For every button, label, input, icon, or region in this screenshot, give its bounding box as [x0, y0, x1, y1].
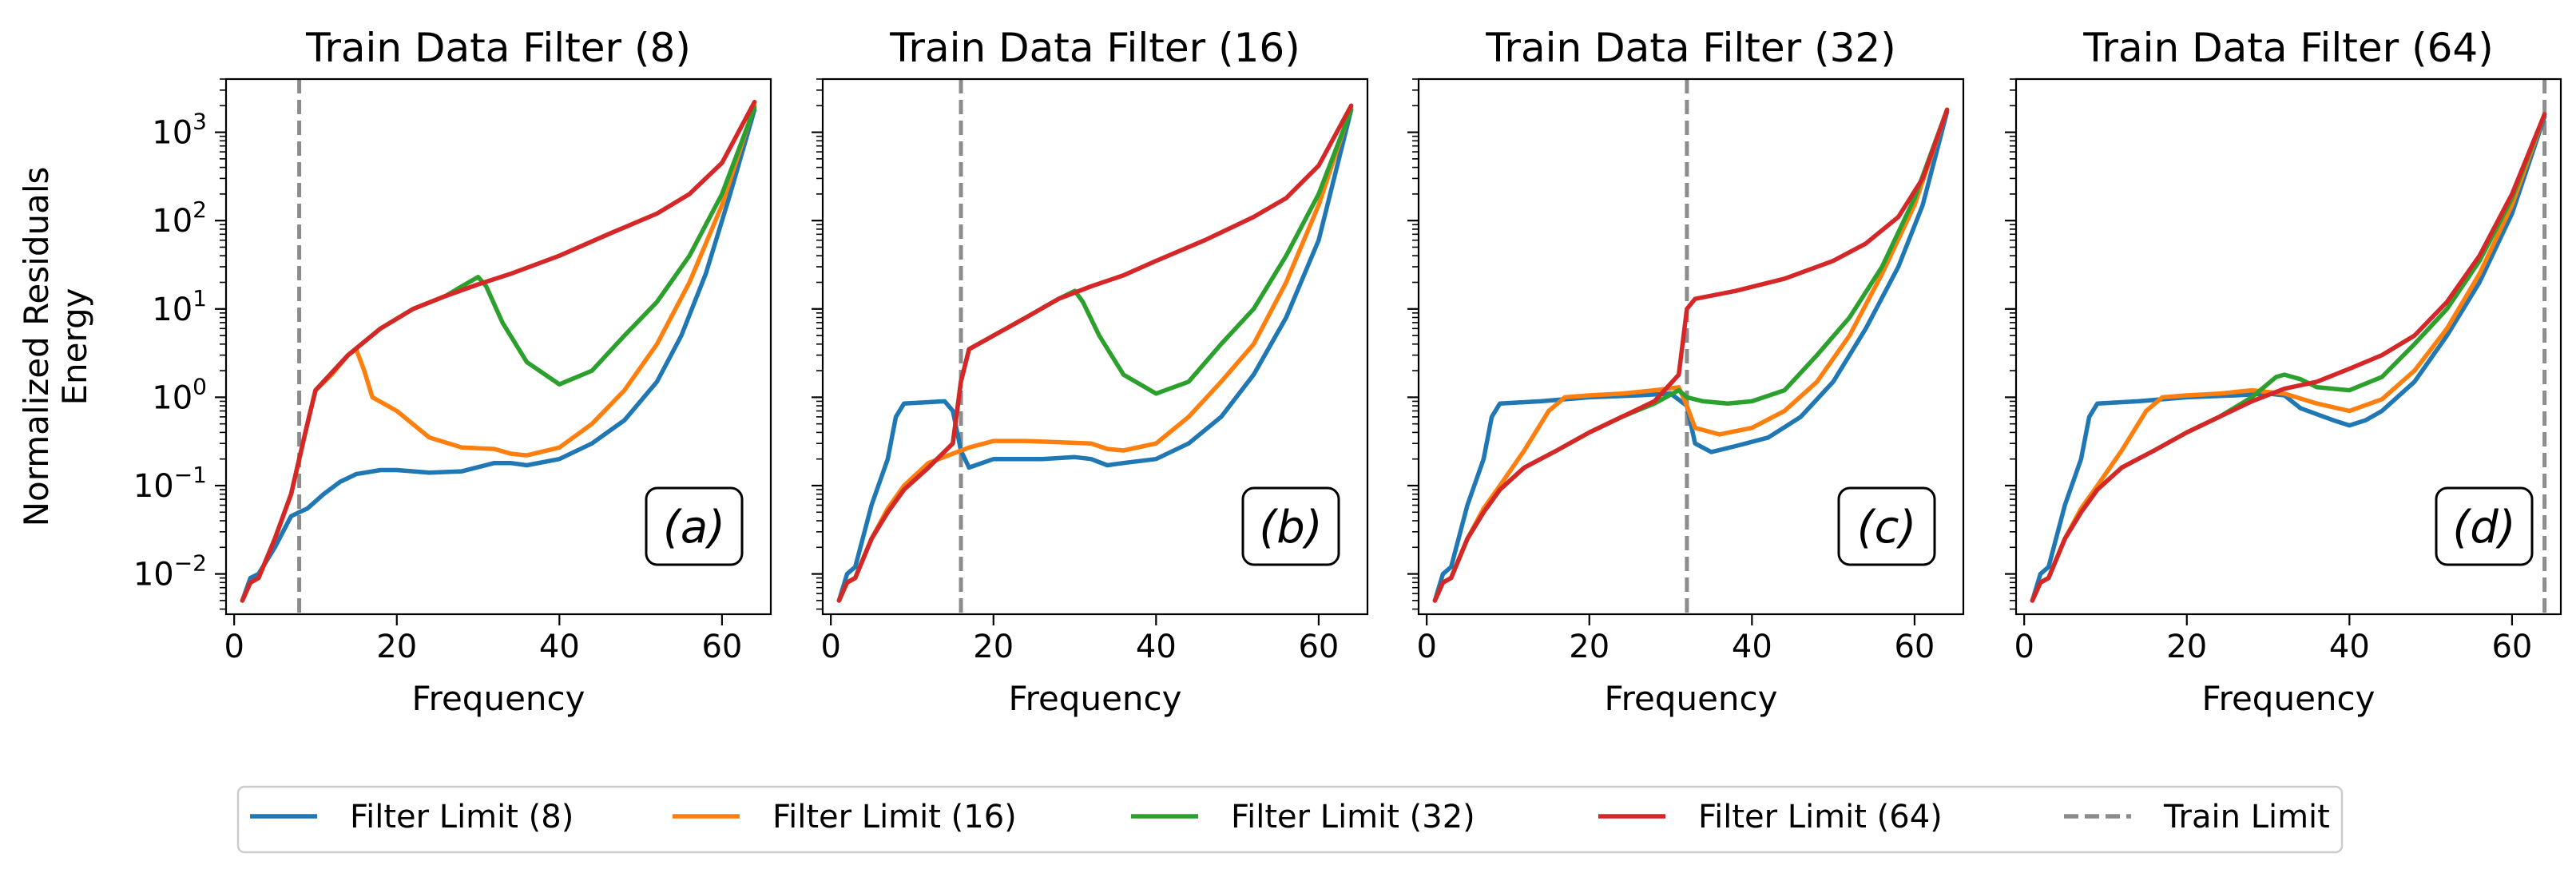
y-tick-label: 103: [152, 109, 207, 152]
panel-title: Train Data Filter (64): [2082, 25, 2494, 71]
series-line-4: [1432, 107, 1950, 603]
legend: Filter Limit (8) Filter Limit (16) Filter …: [236, 785, 2344, 854]
series-line-1: [836, 107, 1354, 603]
panel-label-box: [645, 486, 744, 566]
plot-frame: [2014, 77, 2562, 616]
x-axis-label: Frequency: [1605, 679, 1778, 718]
x-tick-label: 60: [1894, 629, 1935, 665]
x-tick-label: 40: [1136, 629, 1177, 665]
x-tick-label: 60: [2491, 629, 2532, 665]
x-tick-label: 20: [2166, 629, 2207, 665]
panel-title: Train Data Filter (8): [305, 25, 691, 71]
plot-frame: [224, 77, 772, 616]
x-axis-label: Frequency: [1009, 679, 1182, 718]
legend-label-3: Filter Limit (32): [1231, 799, 1475, 835]
panel-label: (c): [1857, 502, 1916, 554]
panel-label: (a): [663, 502, 725, 554]
panel-label-box: [2435, 486, 2534, 566]
chart-panel-1: Train Data Filter (8) 0 20 40 60 Frequency 10−…: [133, 25, 772, 718]
series-line-4: [2030, 112, 2547, 603]
x-tick-label: 0: [2014, 629, 2034, 665]
panel-label-box: [1837, 486, 1936, 566]
panel-title: Train Data Filter (16): [889, 25, 1300, 71]
x-tick-label: 60: [1298, 629, 1339, 665]
chart-panel-3: Train Data Filter (32) 0 20 40 60 Frequency (c…: [1407, 25, 1965, 718]
series-line-1: [240, 107, 757, 603]
x-tick-label: 20: [973, 629, 1014, 665]
x-tick-label: 20: [376, 629, 417, 665]
legend-box: [236, 785, 2344, 854]
y-tick-label: 102: [152, 196, 207, 240]
x-tick-label: 40: [1732, 629, 1772, 665]
legend-label-1: Filter Limit (8): [350, 799, 574, 835]
series-line-4: [240, 99, 757, 603]
panel-label-box: [1241, 486, 1340, 566]
chart-panel-4: Train Data Filter (64) 0 20 40 60 Frequency (d…: [2005, 25, 2562, 718]
legend-label-4: Filter Limit (64): [1698, 799, 1943, 835]
x-tick-label: 40: [539, 629, 580, 665]
y-tick-label: 100: [152, 373, 207, 416]
figure-ylabel-line1: Normalized Residuals: [17, 167, 56, 527]
legend-label-2: Filter Limit (16): [772, 799, 1017, 835]
x-tick-label: 0: [1416, 629, 1436, 665]
panel-label: (b): [1259, 502, 1322, 554]
panel-label: (d): [2452, 502, 2515, 554]
figure-ylabel-line2: Energy: [55, 288, 94, 405]
y-tick-label: 10−1: [133, 462, 207, 505]
y-tick-label: 10−2: [133, 550, 207, 593]
series-line-1: [1432, 109, 1950, 603]
plot-frame: [821, 77, 1369, 616]
panel-title: Train Data Filter (32): [1485, 25, 1896, 71]
y-tick-label: 101: [152, 285, 207, 328]
x-tick-label: 0: [820, 629, 840, 665]
x-axis-label: Frequency: [2202, 679, 2376, 718]
legend-label-5: Train Limit: [2163, 799, 2330, 835]
chart-panel-2: Train Data Filter (16) 0 20 40 60 Frequency (b…: [812, 25, 1369, 718]
plot-frame: [1417, 77, 1965, 616]
x-tick-label: 60: [701, 629, 742, 665]
chart-panels: Train Data Filter (8) 0 20 40 60 Frequency 10−…: [133, 25, 2562, 718]
x-tick-label: 20: [1569, 629, 1610, 665]
x-tick-label: 40: [2329, 629, 2370, 665]
series-line-4: [836, 103, 1354, 603]
x-tick-label: 0: [224, 629, 244, 665]
x-axis-label: Frequency: [412, 679, 585, 718]
